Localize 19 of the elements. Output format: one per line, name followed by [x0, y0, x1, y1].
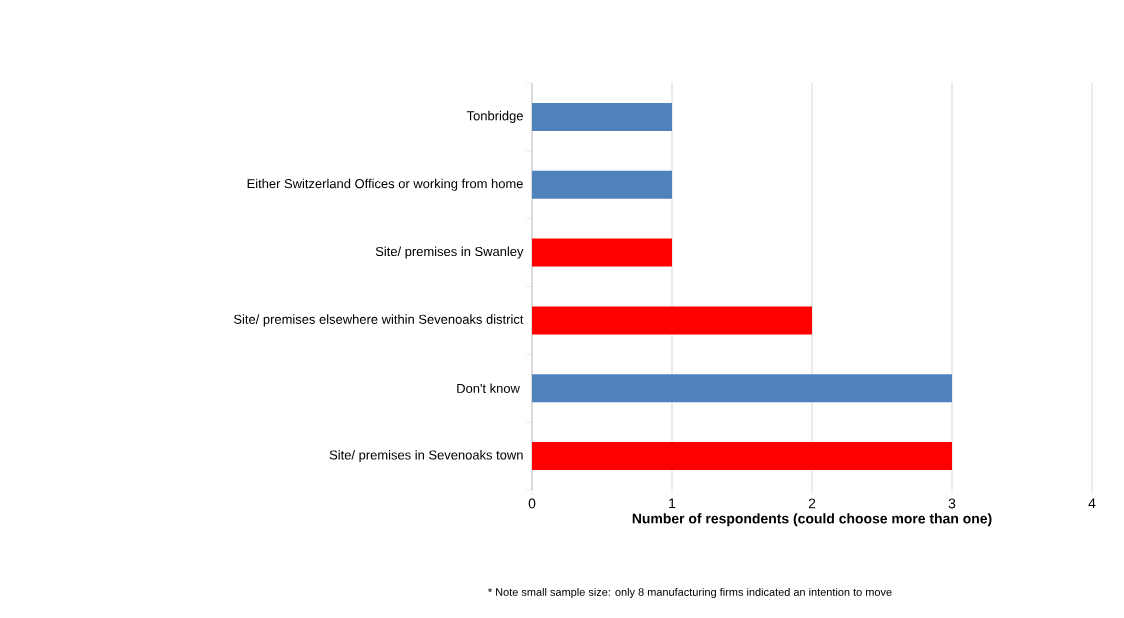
y-tick-label: Either Switzerland Offices or working from home — [247, 178, 523, 191]
x-tick-label: 0 — [528, 498, 536, 509]
x-tick-label: 2 — [808, 498, 816, 509]
y-tick-label: Tonbridge — [466, 110, 523, 123]
bar — [532, 374, 953, 403]
bar — [532, 170, 673, 199]
x-tick-label: 1 — [669, 498, 676, 509]
y-tick-label: Site/ premises in Swanley — [375, 246, 524, 259]
bar — [532, 238, 673, 267]
y-tick-label: Site/ premises in Sevenoaks town — [329, 450, 523, 463]
text: * Note small sample size: only 8 manufacturing firms indicated an intention to move — [488, 587, 892, 599]
x-tick-label: 4 — [1088, 498, 1096, 509]
bar — [532, 442, 953, 471]
x-tick-label: 3 — [948, 498, 956, 509]
bar — [532, 102, 673, 131]
y-tick-label: Don't know — [457, 383, 520, 393]
x-axis-title: Number of respondents (could choose more than one) — [632, 513, 992, 527]
y-tick-label: Site/ premises elsewhere within Sevenoaks district — [233, 314, 524, 327]
bar — [532, 306, 813, 335]
